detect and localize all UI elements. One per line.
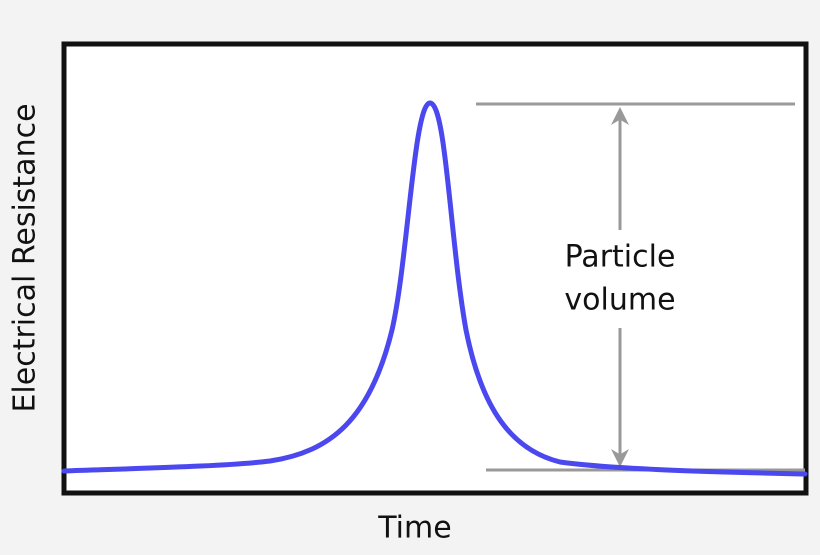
- y-axis-label: Electrical Resistance: [8, 103, 43, 412]
- x-axis-label: Time: [377, 511, 451, 546]
- annotation-line: Particle: [565, 240, 676, 275]
- annotation-line: volume: [564, 283, 675, 318]
- plot-frame: [61, 41, 809, 496]
- signal-curve: [61, 100, 808, 477]
